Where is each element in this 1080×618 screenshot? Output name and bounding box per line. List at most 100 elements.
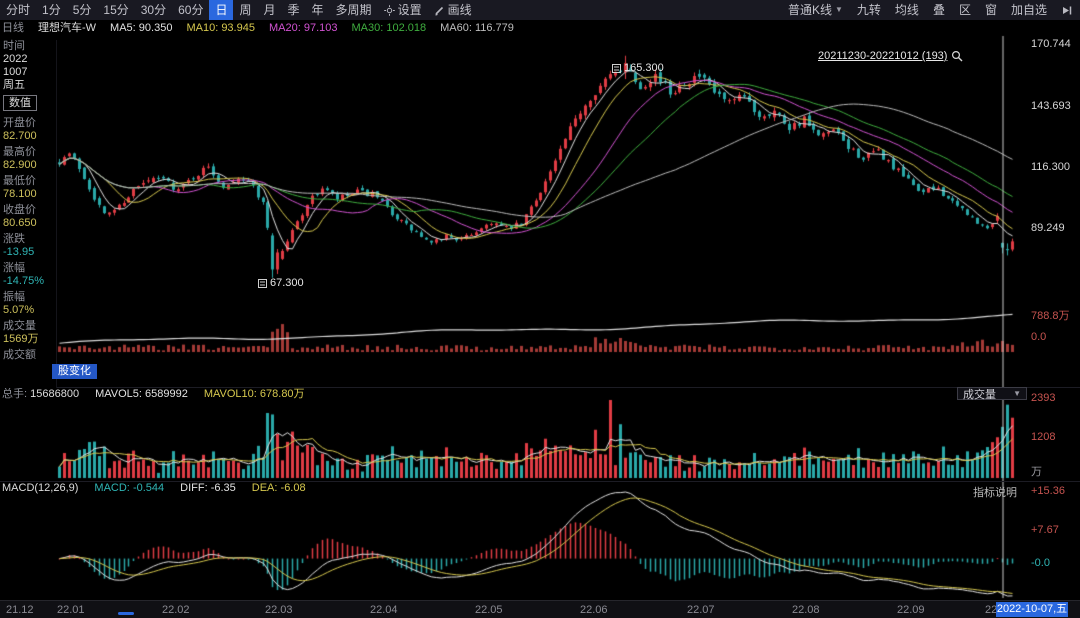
price-axis-label-2: 143.693 [1031, 100, 1071, 112]
period-label: 日线 [2, 22, 24, 34]
period-button-group: 分时 1分 5分 15分 30分 60分 日 周 月 季 年 多周期 设置 画线 [0, 0, 478, 20]
macd-title: MACD(12,26,9) [2, 482, 79, 494]
info-row-open: 开盘价 82.700 [3, 117, 37, 142]
macd-axis-label-1: +15.36 [1031, 485, 1065, 497]
kline-type-label: 普通K线 [787, 3, 832, 17]
ma5-readout: MA5: 90.350 [110, 22, 173, 34]
period-tab-month[interactable]: 月 [263, 3, 276, 17]
volume-panel-separator [0, 387, 1080, 388]
volume-indicator-label: 成交量 [963, 388, 996, 401]
ma20-readout: MA20: 97.103 [268, 22, 338, 34]
chart-header: 日线 理想汽车-W MA5: 90.350 MA10: 93.945 MA20:… [2, 20, 1078, 36]
time-tick-2206: 22.06 [580, 604, 608, 616]
add-watchlist-button[interactable]: 加自选 [1010, 3, 1047, 17]
price-axis-label-1: 170.744 [1031, 38, 1071, 50]
info-row-amplitude: 振幅 5.07% [3, 291, 35, 316]
drawline-button[interactable]: 画线 [428, 0, 478, 20]
time-tick-2209: 22.09 [897, 604, 925, 616]
info-row-low: 最低价 78.100 [3, 175, 37, 200]
period-tab-5min[interactable]: 5分 [72, 3, 92, 17]
info-year: 2022 [3, 53, 28, 65]
holding-change-tooltip: 股变化 [52, 364, 97, 379]
price-axis-label-4: 89.249 [1031, 222, 1065, 234]
ma-toggle-button[interactable]: 均线 [894, 3, 919, 17]
top-toolbar: 分时 1分 5分 15分 30分 60分 日 周 月 季 年 多周期 设置 画线… [0, 0, 1080, 20]
time-tick-2205: 22.05 [475, 604, 503, 616]
period-tab-quarter[interactable]: 季 [287, 3, 300, 17]
collapse-panel-button[interactable] [1054, 5, 1080, 16]
info-panel: 时间 2022 1007 周五 数值 开盘价 82.700 最高价 82.900… [0, 40, 57, 388]
kline-type-dropdown[interactable]: 普通K线 ▼ [781, 0, 850, 20]
volume-header: 总手: 15686800 MAVOL5: 6589992 MAVOL10: 67… [2, 388, 952, 400]
macd-axis-label-3: -0.0 [1031, 557, 1050, 569]
low-marker-icon [258, 278, 267, 288]
info-date: 1007 [3, 66, 28, 78]
low-price-text: 67.300 [270, 277, 304, 289]
dea-readout: DEA: -6.08 [251, 482, 306, 494]
volume-axis-unit: 万 [1031, 466, 1042, 478]
period-tab-1min[interactable]: 1分 [42, 3, 61, 17]
visible-range-label[interactable]: 20211230-20221012 (193) [818, 50, 963, 62]
time-tick-2208: 22.08 [792, 604, 820, 616]
info-row-turnover: 成交额 [3, 349, 36, 361]
info-row-volume: 成交量 1569万 [3, 320, 39, 345]
settings-button[interactable]: 设置 [378, 0, 428, 20]
window-button[interactable]: 窗 [984, 3, 997, 17]
mini-axis-bottom: 0.0 [1031, 331, 1047, 343]
mavol10-readout: MAVOL10: 678.80万 [203, 388, 305, 400]
info-row-change-pct: 涨幅 -14.75% [3, 262, 44, 287]
mini-axis-top: 788.8万 [1031, 310, 1070, 322]
macd-value-readout: MACD: -0.544 [94, 482, 165, 494]
diff-readout: DIFF: -6.35 [180, 482, 236, 494]
macd-axis-label-2: +7.67 [1031, 524, 1059, 536]
time-label: 时间 [3, 40, 25, 52]
peak-annotation: 165.300 [612, 62, 664, 74]
value-mode-badge[interactable]: 数值 [3, 95, 37, 111]
total-volume-readout: 总手: 15686800 [2, 388, 80, 400]
scrollbar-thumb[interactable] [118, 612, 134, 615]
volume-axis-label-2: 1208 [1031, 431, 1056, 443]
volume-axis-label-1: 2393 [1031, 392, 1056, 404]
nine-turn-button[interactable]: 九转 [856, 3, 881, 17]
low-annotation: 67.300 [258, 277, 304, 289]
time-tick-2204: 22.04 [370, 604, 398, 616]
period-tab-day[interactable]: 日 [209, 0, 234, 20]
caret-down-icon: ▼ [834, 5, 843, 14]
period-tab-60min[interactable]: 60分 [178, 3, 204, 17]
peak-marker-icon [612, 63, 621, 73]
time-tick-2112: 21.12 [6, 604, 34, 616]
ma60-readout: MA60: 116.779 [440, 22, 514, 34]
info-row-close: 收盘价 80.650 [3, 204, 37, 229]
price-axis-label-3: 116.300 [1031, 161, 1070, 173]
time-tick-2201: 22.01 [57, 604, 85, 616]
period-tab-30min[interactable]: 30分 [140, 3, 167, 17]
ma30-readout: MA30: 102.018 [351, 22, 427, 34]
period-tab-week[interactable]: 周 [239, 3, 252, 17]
time-tick-2207: 22.07 [687, 604, 715, 616]
volume-indicator-dropdown[interactable]: 成交量 ▼ [957, 387, 1027, 401]
macd-header: MACD(12,26,9) MACD: -0.544 DIFF: -6.35 D… [2, 482, 952, 494]
region-button[interactable]: 区 [958, 3, 971, 17]
pencil-icon [434, 6, 443, 16]
period-tab-15min[interactable]: 15分 [103, 3, 129, 17]
peak-price-text: 165.300 [624, 62, 664, 74]
gear-icon [383, 4, 395, 16]
range-text: 20211230-20221012 (193) [818, 50, 948, 62]
period-tab-year[interactable]: 年 [311, 3, 324, 17]
time-axis: 21.12 22.01 22.02 22.03 22.04 22.05 22.0… [0, 600, 1080, 618]
overlay-button[interactable]: 叠 [932, 3, 945, 17]
macd-panel-separator [0, 481, 1080, 482]
drawline-label: 画线 [447, 3, 472, 17]
info-row-high: 最高价 82.900 [3, 146, 37, 171]
magnifier-icon[interactable] [951, 50, 963, 62]
info-row-change: 涨跌 -13.95 [3, 233, 35, 258]
period-tab-multi[interactable]: 多周期 [335, 3, 372, 17]
caret-down-icon: ▼ [1013, 389, 1021, 398]
time-tick-2202: 22.02 [162, 604, 190, 616]
ma10-readout: MA10: 93.945 [186, 22, 255, 34]
period-tab-fenshi[interactable]: 分时 [6, 3, 31, 17]
indicator-help-link[interactable]: 指标说明 [973, 487, 1017, 499]
mavol5-readout: MAVOL5: 6589992 [95, 388, 188, 400]
